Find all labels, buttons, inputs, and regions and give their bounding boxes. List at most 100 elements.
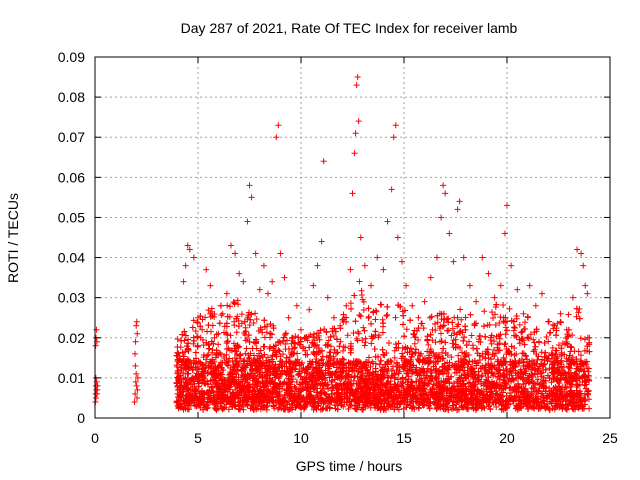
data-point [488, 356, 495, 363]
data-point [455, 352, 462, 359]
data-point [412, 349, 419, 356]
data-point [304, 394, 311, 401]
data-point [365, 305, 372, 312]
data-point [267, 321, 274, 328]
data-point [204, 352, 211, 359]
data-point [242, 350, 249, 357]
data-point [551, 361, 558, 368]
data-point [478, 380, 485, 387]
data-point [314, 341, 321, 348]
data-point [297, 338, 304, 345]
data-point [514, 370, 521, 377]
data-point [539, 356, 546, 363]
data-point [230, 340, 237, 347]
data-point [247, 316, 254, 323]
data-point [365, 314, 372, 321]
data-point [494, 341, 501, 348]
data-point [194, 334, 201, 341]
data-point [285, 375, 292, 382]
data-point [370, 375, 377, 382]
data-point [261, 334, 268, 341]
data-point [379, 316, 386, 323]
data-point [298, 405, 305, 412]
data-point [449, 340, 456, 347]
data-point [408, 354, 415, 361]
data-point [277, 358, 284, 365]
data-point [198, 365, 205, 372]
data-point [347, 381, 354, 388]
data-point [369, 369, 376, 376]
data-point [337, 338, 344, 345]
data-point [503, 327, 510, 334]
data-point [342, 344, 349, 351]
data-point [344, 332, 351, 339]
data-point [449, 402, 456, 409]
data-point [224, 338, 231, 345]
data-point [235, 374, 242, 381]
data-point [555, 342, 562, 349]
data-point [565, 311, 572, 318]
data-point [292, 384, 299, 391]
data-point [365, 359, 372, 366]
data-point [283, 337, 290, 344]
data-point [420, 325, 427, 332]
data-point [354, 328, 361, 335]
data-point [535, 338, 542, 345]
data-point [531, 405, 538, 412]
data-point [209, 346, 216, 353]
data-point [425, 352, 432, 359]
data-point [269, 358, 276, 365]
data-point [299, 359, 306, 366]
data-point [391, 380, 398, 387]
data-point [538, 369, 545, 376]
data-point [329, 377, 336, 384]
data-point [463, 342, 470, 349]
data-point [426, 405, 433, 412]
data-point [208, 359, 215, 366]
data-point [232, 360, 239, 367]
data-point [256, 350, 263, 357]
data-point [550, 321, 557, 328]
data-point [185, 376, 192, 383]
data-point [322, 405, 329, 412]
data-point [496, 335, 503, 342]
data-point [525, 379, 532, 386]
data-point [246, 322, 253, 329]
data-point [526, 402, 533, 409]
data-point [308, 403, 315, 410]
data-point [276, 393, 283, 400]
data-point [280, 398, 287, 405]
data-point [520, 350, 527, 357]
data-point [250, 319, 257, 326]
data-point [243, 345, 250, 352]
data-point [573, 313, 580, 320]
data-point [192, 328, 199, 335]
data-point [240, 358, 247, 365]
data-point [225, 345, 232, 352]
data-point [493, 404, 500, 411]
data-point [515, 359, 522, 366]
data-point [542, 366, 549, 373]
data-point [190, 317, 197, 324]
data-point [559, 340, 566, 347]
data-point [564, 340, 571, 347]
data-point [485, 351, 492, 358]
data-point [586, 348, 593, 355]
data-point [310, 386, 317, 393]
data-point [324, 342, 331, 349]
data-point [516, 321, 523, 328]
data-point [273, 371, 280, 378]
data-point [469, 373, 476, 380]
data-point [371, 401, 378, 408]
data-point [237, 351, 244, 358]
data-point [522, 380, 529, 387]
data-point [554, 357, 561, 364]
data-point [263, 372, 270, 379]
data-point [573, 305, 580, 312]
data-point [465, 371, 472, 378]
data-point [312, 358, 319, 365]
data-point [541, 339, 548, 346]
data-point [575, 309, 582, 316]
data-point [353, 380, 360, 387]
data-point [521, 341, 528, 348]
